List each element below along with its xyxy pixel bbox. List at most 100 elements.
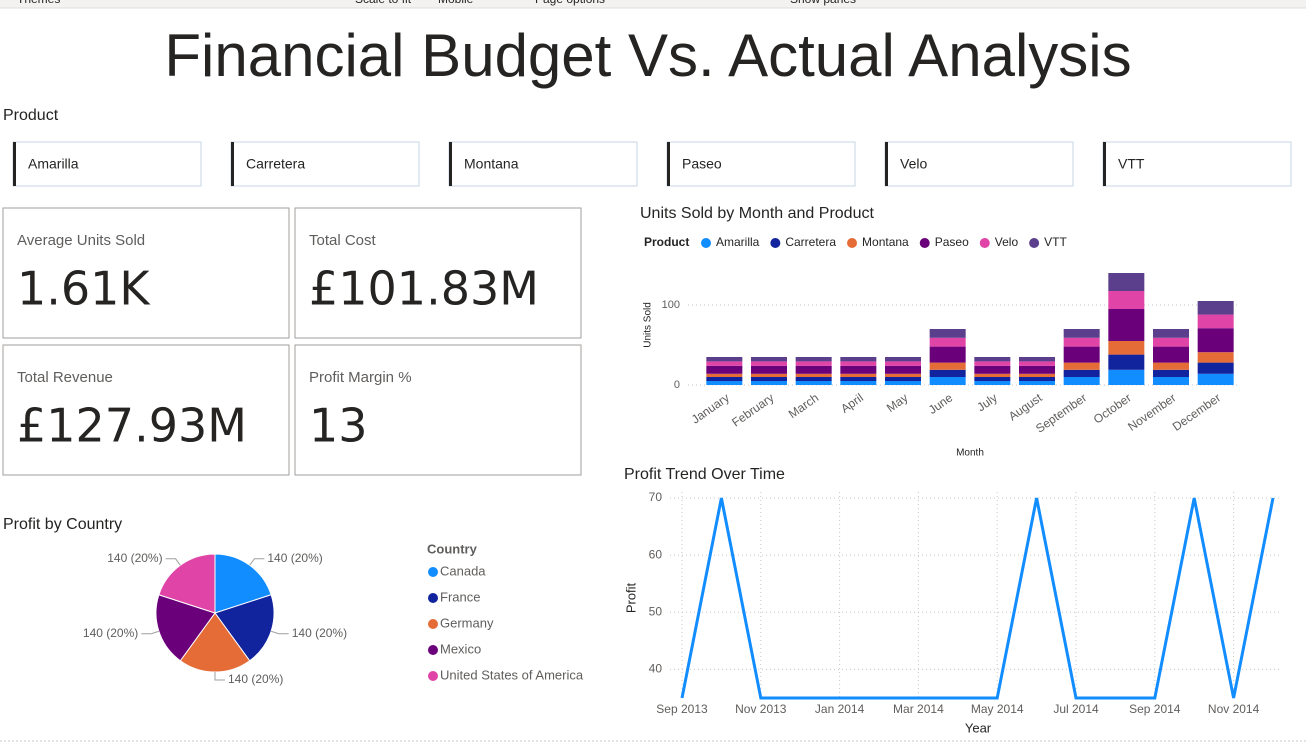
data-label: 140 (20%) bbox=[267, 551, 322, 565]
toolbar-button[interactable]: Mobile bbox=[438, 0, 474, 6]
bar bbox=[974, 365, 1011, 374]
pie-slice[interactable] bbox=[155, 594, 216, 662]
toolbar-button[interactable]: Scale to fit bbox=[355, 0, 412, 6]
bar bbox=[706, 361, 743, 366]
slicer-item[interactable] bbox=[230, 141, 420, 187]
legend-label[interactable]: France bbox=[440, 589, 480, 604]
card-label: Total Cost bbox=[309, 232, 377, 249]
bar bbox=[974, 381, 1011, 385]
slicer-title: Product bbox=[3, 107, 59, 124]
bar bbox=[795, 361, 832, 366]
x-tick-label: December bbox=[1170, 391, 1223, 434]
bar bbox=[885, 357, 921, 362]
legend-marker bbox=[428, 671, 438, 681]
bar bbox=[706, 377, 743, 381]
bar bbox=[795, 373, 832, 377]
bar bbox=[1153, 329, 1189, 338]
bar bbox=[974, 377, 1011, 381]
toolbar-button[interactable]: Themes bbox=[17, 0, 60, 6]
pie-slice[interactable] bbox=[214, 553, 272, 614]
x-tick-label: Jul 2014 bbox=[1053, 702, 1099, 716]
legend-marker bbox=[770, 238, 781, 248]
bar bbox=[1197, 301, 1234, 315]
bar bbox=[1153, 362, 1189, 370]
legend-label[interactable]: Montana bbox=[862, 235, 909, 249]
leader-line bbox=[165, 558, 181, 566]
toolbar-button[interactable]: Show panes bbox=[790, 0, 856, 6]
pie-slice[interactable] bbox=[158, 553, 216, 614]
slicer-accent bbox=[667, 142, 670, 186]
bar bbox=[885, 381, 921, 385]
legend-label[interactable]: Velo bbox=[995, 235, 1019, 249]
pie-slice[interactable] bbox=[179, 612, 251, 673]
legend-label[interactable]: Mexico bbox=[440, 641, 481, 656]
slicer-accent bbox=[13, 142, 16, 186]
x-tick-label: July bbox=[974, 391, 1000, 415]
bar bbox=[885, 365, 921, 374]
y-tick-label: 0 bbox=[674, 379, 680, 391]
bar bbox=[885, 377, 921, 381]
legend-label[interactable]: Germany bbox=[440, 615, 494, 630]
legend-marker bbox=[847, 238, 858, 248]
card bbox=[294, 344, 582, 476]
bar bbox=[974, 361, 1011, 366]
bar bbox=[706, 373, 743, 377]
bar bbox=[1019, 377, 1055, 381]
bar bbox=[929, 337, 966, 347]
slicer-item[interactable] bbox=[1102, 141, 1292, 187]
bar bbox=[795, 357, 832, 362]
legend-label[interactable]: Amarilla bbox=[716, 235, 760, 249]
y-axis-title: Units Sold bbox=[643, 302, 654, 348]
legend-marker bbox=[1029, 238, 1040, 248]
bar bbox=[885, 373, 921, 377]
legend-label[interactable]: Canada bbox=[440, 563, 486, 578]
bar bbox=[1108, 291, 1145, 309]
bar bbox=[1019, 357, 1055, 362]
slicer-item[interactable] bbox=[884, 141, 1074, 187]
x-tick-label: Sep 2014 bbox=[1129, 702, 1181, 716]
bar bbox=[1197, 328, 1234, 353]
x-tick-label: May 2014 bbox=[971, 702, 1024, 716]
chart-title: Profit by Country bbox=[3, 516, 122, 533]
bar bbox=[706, 365, 743, 374]
x-tick-label: Mar 2014 bbox=[893, 702, 944, 716]
leader-line bbox=[270, 630, 289, 635]
toolbar-button[interactable]: Page options bbox=[535, 0, 605, 6]
pie-slice[interactable] bbox=[214, 594, 275, 662]
bar bbox=[795, 381, 832, 385]
bar bbox=[840, 365, 877, 374]
card-value: 13 bbox=[309, 399, 368, 453]
legend-title: Country bbox=[427, 541, 478, 556]
bar bbox=[1197, 373, 1234, 385]
card-value: 1.61K bbox=[17, 262, 151, 316]
legend-label[interactable]: United States of America bbox=[440, 667, 584, 682]
line-series bbox=[680, 497, 1275, 700]
card bbox=[294, 207, 582, 339]
slicer-accent bbox=[885, 142, 888, 186]
y-tick-label: 60 bbox=[649, 547, 663, 561]
legend-label[interactable]: Paseo bbox=[935, 235, 969, 249]
bar bbox=[1063, 337, 1100, 347]
x-tick-label: Jan 2014 bbox=[815, 702, 865, 716]
bar bbox=[1019, 381, 1055, 385]
bar bbox=[1197, 362, 1234, 374]
y-tick-label: 50 bbox=[649, 604, 663, 618]
x-tick-label: June bbox=[926, 390, 956, 417]
slicer-item-label: VTT bbox=[1118, 156, 1145, 172]
card bbox=[2, 344, 290, 476]
bar bbox=[751, 357, 787, 362]
x-tick-label: February bbox=[729, 391, 776, 430]
bar bbox=[1153, 369, 1189, 377]
legend-label[interactable]: Carretera bbox=[785, 235, 836, 249]
bar bbox=[795, 365, 832, 374]
bar bbox=[1153, 337, 1189, 347]
chart-title: Units Sold by Month and Product bbox=[640, 205, 874, 222]
slicer-item-label: Velo bbox=[900, 156, 927, 172]
bar bbox=[840, 357, 877, 362]
bar bbox=[706, 357, 743, 362]
bar bbox=[840, 377, 877, 381]
legend-label[interactable]: VTT bbox=[1044, 235, 1067, 249]
bar bbox=[929, 377, 966, 385]
card bbox=[2, 207, 290, 339]
